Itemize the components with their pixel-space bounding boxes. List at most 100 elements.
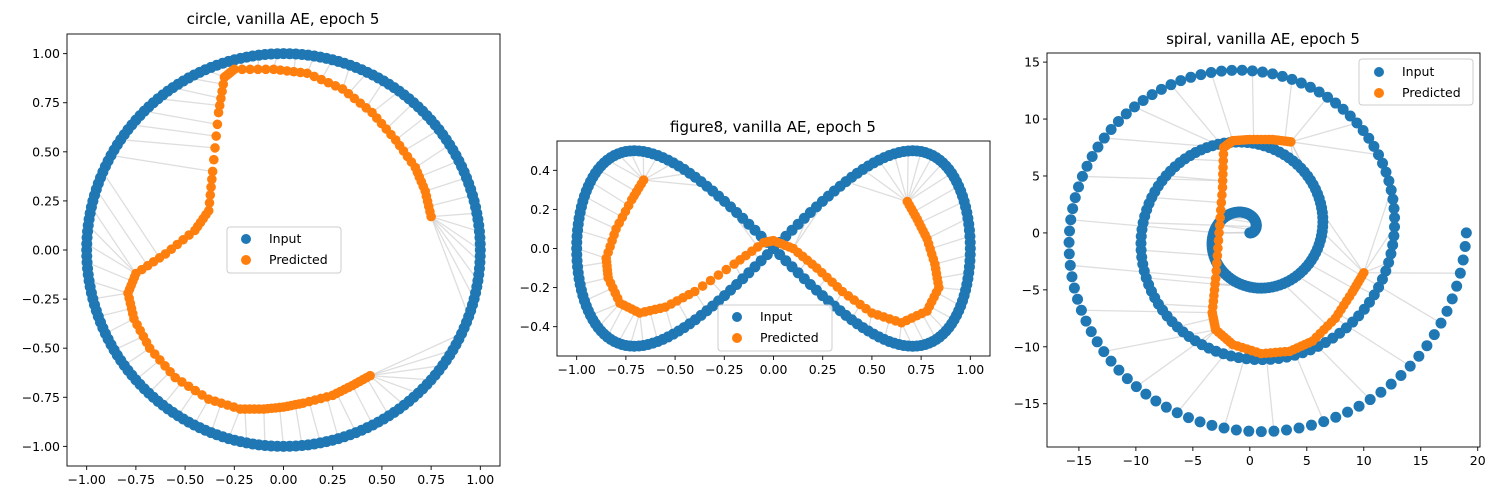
- input-point: [1377, 157, 1389, 169]
- link-line: [403, 129, 440, 152]
- y-tick-label: −10: [1014, 339, 1040, 354]
- input-points: [1063, 64, 1472, 438]
- x-tick-label: 1.00: [956, 362, 984, 377]
- predicted-point: [705, 275, 716, 286]
- input-point: [1105, 124, 1117, 136]
- link-line: [934, 254, 971, 265]
- input-point: [1241, 353, 1253, 365]
- link-line: [643, 179, 707, 187]
- legend-input-marker: [241, 234, 251, 244]
- link-line: [1282, 283, 1329, 327]
- input-point: [1286, 73, 1298, 85]
- legend-predicted-label: Predicted: [760, 330, 819, 345]
- x-tick-label: −1.00: [558, 362, 596, 377]
- link-line: [1151, 196, 1222, 204]
- link-line: [263, 409, 266, 446]
- link-lines: [576, 150, 971, 347]
- y-axis-ticks: −1.00 −0.75 −0.50 −0.25 0.00 0.25 0.50 0.75 1.00: [22, 46, 67, 454]
- link-line: [92, 292, 129, 300]
- predicted-point: [217, 86, 227, 97]
- input-point: [1182, 412, 1194, 424]
- link-line: [369, 333, 462, 377]
- input-point: [1230, 424, 1242, 436]
- x-tick-label: −0.25: [215, 472, 253, 487]
- input-point: [1441, 305, 1453, 317]
- y-tick-label: −0.75: [22, 390, 60, 405]
- input-point: [1091, 336, 1103, 348]
- link-line: [1103, 329, 1216, 353]
- link-line: [88, 280, 129, 294]
- x-tick-label: 20: [1470, 453, 1486, 468]
- predicted-point: [204, 198, 215, 208]
- link-line: [370, 364, 443, 377]
- input-point: [1330, 97, 1342, 109]
- link-line: [1081, 309, 1213, 314]
- link-line: [369, 349, 454, 377]
- link-line: [369, 375, 419, 394]
- link-line: [1251, 70, 1255, 140]
- predicted-point: [1213, 235, 1224, 246]
- input-point: [1067, 203, 1079, 215]
- link-line: [617, 153, 645, 181]
- predicted-point: [203, 205, 214, 216]
- input-point: [1357, 124, 1369, 136]
- input-point: [1344, 110, 1356, 122]
- link-line: [912, 185, 960, 213]
- input-point: [1121, 373, 1133, 385]
- predicted-point: [721, 264, 732, 275]
- legend-predicted-marker: [1374, 88, 1384, 98]
- predicted-point: [212, 119, 223, 130]
- link-line: [1082, 175, 1223, 182]
- input-point: [1404, 360, 1416, 372]
- y-tick-label: 0.4: [530, 163, 550, 178]
- input-point: [1150, 395, 1162, 407]
- predicted-point: [902, 196, 913, 207]
- input-point: [1276, 70, 1288, 82]
- input-point: [1387, 239, 1399, 251]
- x-tick-label: 0: [1246, 453, 1254, 468]
- input-point: [1246, 65, 1258, 77]
- link-line: [590, 181, 629, 207]
- input-point: [1092, 141, 1104, 153]
- link-line: [430, 216, 479, 282]
- input-point: [1363, 132, 1375, 144]
- input-point: [1304, 81, 1316, 93]
- input-point: [1073, 181, 1085, 193]
- input-point: [1194, 416, 1206, 428]
- x-tick-label: 0.75: [907, 362, 935, 377]
- link-line: [906, 172, 952, 203]
- y-tick-label: 10: [1024, 112, 1040, 127]
- input-point: [1080, 315, 1092, 327]
- link-line: [926, 217, 969, 240]
- x-tick-label: −0.50: [656, 362, 694, 377]
- input-point: [1280, 424, 1292, 436]
- input-point: [1454, 267, 1466, 279]
- predicted-point: [1215, 212, 1225, 223]
- link-line: [1292, 349, 1325, 422]
- predicted-point: [1217, 182, 1228, 193]
- link-line: [1290, 96, 1329, 143]
- legend-input-label: Input: [1402, 64, 1434, 79]
- link-line: [1210, 72, 1234, 141]
- predicted-point: [229, 64, 240, 75]
- input-point: [1069, 192, 1081, 204]
- link-line: [430, 216, 470, 317]
- input-point: [1065, 214, 1077, 226]
- input-point: [1226, 64, 1238, 76]
- predicted-point: [1214, 220, 1225, 231]
- link-line: [1170, 84, 1225, 148]
- link-line: [862, 168, 908, 203]
- link-line: [86, 243, 137, 275]
- predicted-point: [216, 93, 226, 104]
- link-line: [430, 216, 481, 251]
- y-tick-label: −1.00: [22, 439, 60, 454]
- link-line: [1284, 79, 1293, 142]
- input-point: [1330, 411, 1342, 423]
- input-point: [1155, 83, 1167, 95]
- link-line: [369, 375, 405, 406]
- link-line: [1308, 263, 1355, 290]
- link-line: [351, 385, 374, 426]
- x-tick-label: 15: [1413, 453, 1429, 468]
- input-point: [1389, 212, 1401, 224]
- input-point: [1160, 401, 1172, 413]
